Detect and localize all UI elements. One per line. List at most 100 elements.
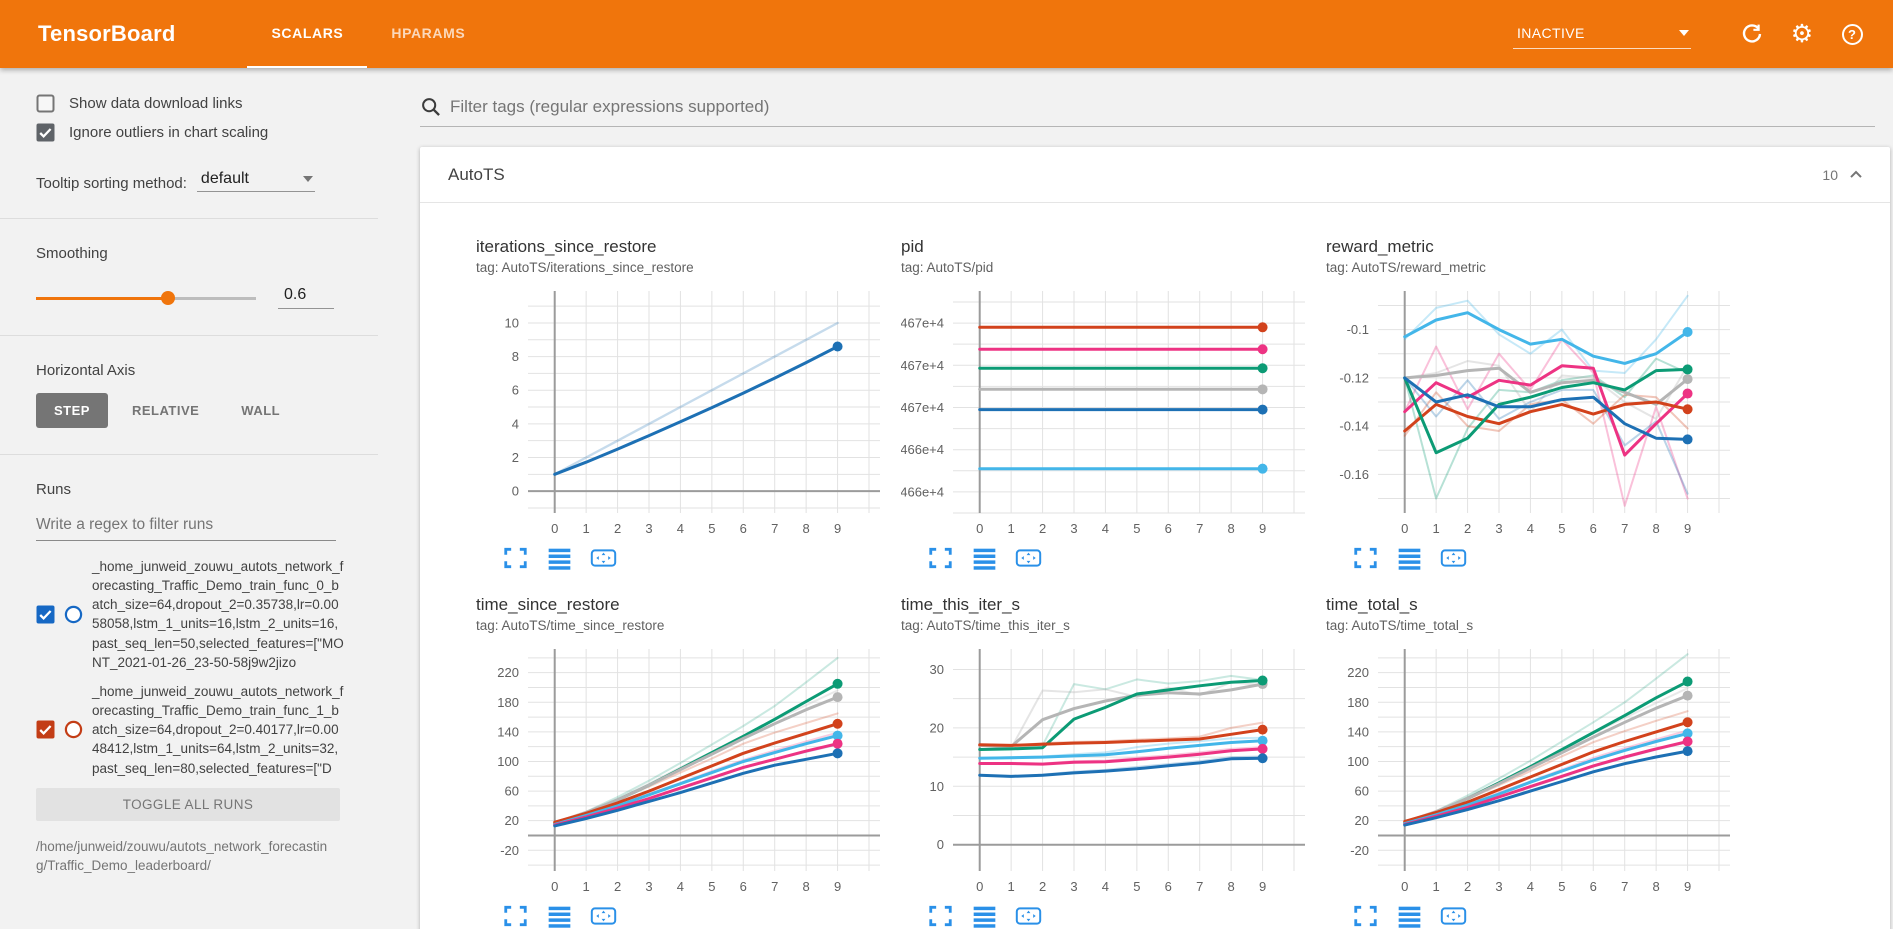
x-tick-label: 5 bbox=[1133, 521, 1140, 536]
fit-domain-icon[interactable] bbox=[1015, 545, 1042, 571]
toggle-all-runs-button[interactable]: TOGGLE ALL RUNS bbox=[36, 787, 340, 821]
x-tick-label: 7 bbox=[1621, 521, 1628, 536]
chart-toolbar bbox=[476, 545, 901, 571]
expand-chart-icon[interactable] bbox=[927, 903, 954, 929]
runs-selector-icon[interactable] bbox=[1396, 903, 1423, 929]
y-tick-label: 2.466e+4 bbox=[901, 484, 944, 499]
tab-hparams[interactable]: HPARAMS bbox=[391, 25, 466, 41]
series-pink bbox=[1403, 740, 1690, 826]
x-tick-label: 5 bbox=[1558, 879, 1565, 894]
checkbox-unchecked-icon[interactable] bbox=[36, 94, 55, 113]
x-tick-label: 8 bbox=[1653, 879, 1660, 894]
expand-chart-icon[interactable] bbox=[1352, 903, 1379, 929]
x-tick-label: 3 bbox=[1495, 879, 1502, 894]
y-tick-label: 10 bbox=[505, 315, 519, 330]
y-tick-label: -0.16 bbox=[1339, 467, 1369, 482]
expand-chart-icon[interactable] bbox=[1352, 545, 1379, 571]
series-gray bbox=[1403, 694, 1690, 824]
expand-chart-icon[interactable] bbox=[927, 545, 954, 571]
chart-tag: tag: AutoTS/pid bbox=[901, 260, 994, 275]
y-tick-label: 2.467e+4 bbox=[901, 400, 944, 415]
series-gray-raw bbox=[978, 681, 1264, 750]
x-tick-label: 2 bbox=[1039, 879, 1046, 894]
chart-canvas[interactable]: 0 2 4 6 8 10 0 1 2 3 4 5 6 7 8 9 bbox=[476, 283, 890, 543]
y-tick-label: 220 bbox=[497, 665, 519, 680]
y-tick-label: -20 bbox=[500, 843, 519, 858]
smoothing-value[interactable]: 0.6 bbox=[278, 286, 334, 309]
tab-scalars[interactable]: SCALARS bbox=[247, 0, 368, 68]
y-tick-label: 0 bbox=[512, 484, 519, 499]
run-radio[interactable] bbox=[64, 605, 83, 624]
chart-canvas[interactable]: 220 180 140 100 60 20 -20 0 1 2 3 4 5 6 7 8 9 bbox=[1326, 641, 1740, 901]
tooltip-sorting-select[interactable]: default bbox=[196, 168, 315, 192]
runs-selector-icon[interactable] bbox=[971, 903, 998, 929]
expand-chart-icon[interactable] bbox=[502, 545, 529, 571]
axis-relative-button[interactable]: RELATIVE bbox=[131, 403, 200, 418]
chart-canvas[interactable]: 30 20 10 0 0 1 2 3 4 5 6 7 8 9 bbox=[901, 641, 1315, 901]
y-tick-label: 180 bbox=[1347, 695, 1369, 710]
y-tick-label: 60 bbox=[505, 784, 519, 799]
series-endpoint-dot bbox=[1257, 384, 1268, 395]
runs-filter-input[interactable] bbox=[36, 512, 336, 541]
slider-knob[interactable] bbox=[161, 290, 175, 305]
series-endpoint-dot bbox=[1682, 364, 1693, 375]
chart-title: iterations_since_restore bbox=[476, 237, 657, 256]
series-red bbox=[1403, 720, 1690, 823]
fit-domain-icon[interactable] bbox=[590, 903, 617, 929]
smoothing-label: Smoothing bbox=[36, 245, 108, 262]
status-dropdown[interactable]: INACTIVE bbox=[1513, 19, 1691, 49]
main-content: AutoTS 10 iterations_since_restore tag: A… bbox=[378, 68, 1893, 929]
checkbox-checked-icon[interactable] bbox=[36, 123, 55, 142]
refresh-icon[interactable] bbox=[1737, 19, 1767, 49]
run-item[interactable]: _home_junweid_zouwu_autots_network_forec… bbox=[36, 557, 348, 672]
ignore-outliers-row[interactable]: Ignore outliers in chart scaling bbox=[36, 123, 348, 142]
chart-title: time_this_iter_s bbox=[901, 595, 1021, 614]
x-tick-label: 9 bbox=[834, 521, 841, 536]
help-icon[interactable]: ? bbox=[1837, 19, 1867, 49]
show-download-links-label: Show data download links bbox=[69, 95, 243, 112]
chart-canvas[interactable]: 2.467e+4 2.467e+4 2.467e+4 2.466e+4 2.466e+4… bbox=[901, 283, 1315, 543]
logdir-path: /home/junweid/zouwu/autots_network_forec… bbox=[36, 838, 328, 874]
run-checkbox[interactable] bbox=[36, 720, 55, 739]
tag-group-header[interactable]: AutoTS 10 bbox=[420, 147, 1890, 203]
x-tick-label: 0 bbox=[976, 879, 983, 894]
x-tick-label: 2 bbox=[1464, 879, 1471, 894]
x-tick-label: 9 bbox=[834, 879, 841, 894]
x-tick-label: 3 bbox=[1495, 521, 1502, 536]
smoothing-slider[interactable] bbox=[36, 290, 256, 306]
run-item[interactable]: _home_junweid_zouwu_autots_network_forec… bbox=[36, 682, 348, 778]
settings-gear-icon[interactable]: ⚙ bbox=[1790, 19, 1814, 48]
y-tick-label: 20 bbox=[505, 813, 519, 828]
filter-tags-input[interactable] bbox=[450, 97, 1875, 117]
collapse-toggle[interactable]: 10 bbox=[1822, 165, 1866, 185]
run-name: _home_junweid_zouwu_autots_network_forec… bbox=[92, 683, 344, 776]
fit-domain-icon[interactable] bbox=[1440, 545, 1467, 571]
axis-wall-button[interactable]: WALL bbox=[241, 403, 281, 418]
axis-step-button[interactable]: STEP bbox=[36, 393, 108, 428]
fit-domain-icon[interactable] bbox=[590, 545, 617, 571]
y-tick-label: 4 bbox=[512, 416, 519, 431]
series-endpoint-dot bbox=[1682, 327, 1693, 338]
show-download-links-row[interactable]: Show data download links bbox=[36, 94, 348, 113]
x-tick-label: 0 bbox=[1401, 879, 1408, 894]
chart-time_total_s: time_total_s tag: AutoTS/time_total_s 220 1… bbox=[1326, 595, 1751, 929]
run-checkbox[interactable] bbox=[36, 605, 55, 624]
chart-time_since_restore: time_since_restore tag: AutoTS/time_since… bbox=[476, 595, 901, 929]
chart-canvas[interactable]: -0.1 -0.12 -0.14 -0.16 0 1 2 3 4 5 6 7 8 9 bbox=[1326, 283, 1740, 543]
expand-chart-icon[interactable] bbox=[502, 903, 529, 929]
series-gray-raw bbox=[1403, 687, 1689, 824]
y-tick-label: 100 bbox=[497, 754, 519, 769]
runs-selector-icon[interactable] bbox=[546, 903, 573, 929]
runs-selector-icon[interactable] bbox=[1396, 545, 1423, 571]
series-endpoint-dot bbox=[1682, 388, 1693, 399]
x-tick-label: 4 bbox=[1527, 521, 1534, 536]
status-dropdown-value: INACTIVE bbox=[1517, 25, 1585, 41]
fit-domain-icon[interactable] bbox=[1015, 903, 1042, 929]
fit-domain-icon[interactable] bbox=[1440, 903, 1467, 929]
x-tick-label: 4 bbox=[677, 879, 684, 894]
runs-selector-icon[interactable] bbox=[971, 545, 998, 571]
series-endpoint-dot bbox=[1682, 728, 1693, 739]
runs-selector-icon[interactable] bbox=[546, 545, 573, 571]
chart-canvas[interactable]: 220 180 140 100 60 20 -20 0 1 2 3 4 5 6 7 8 9 bbox=[476, 641, 890, 901]
run-radio[interactable] bbox=[64, 720, 83, 739]
